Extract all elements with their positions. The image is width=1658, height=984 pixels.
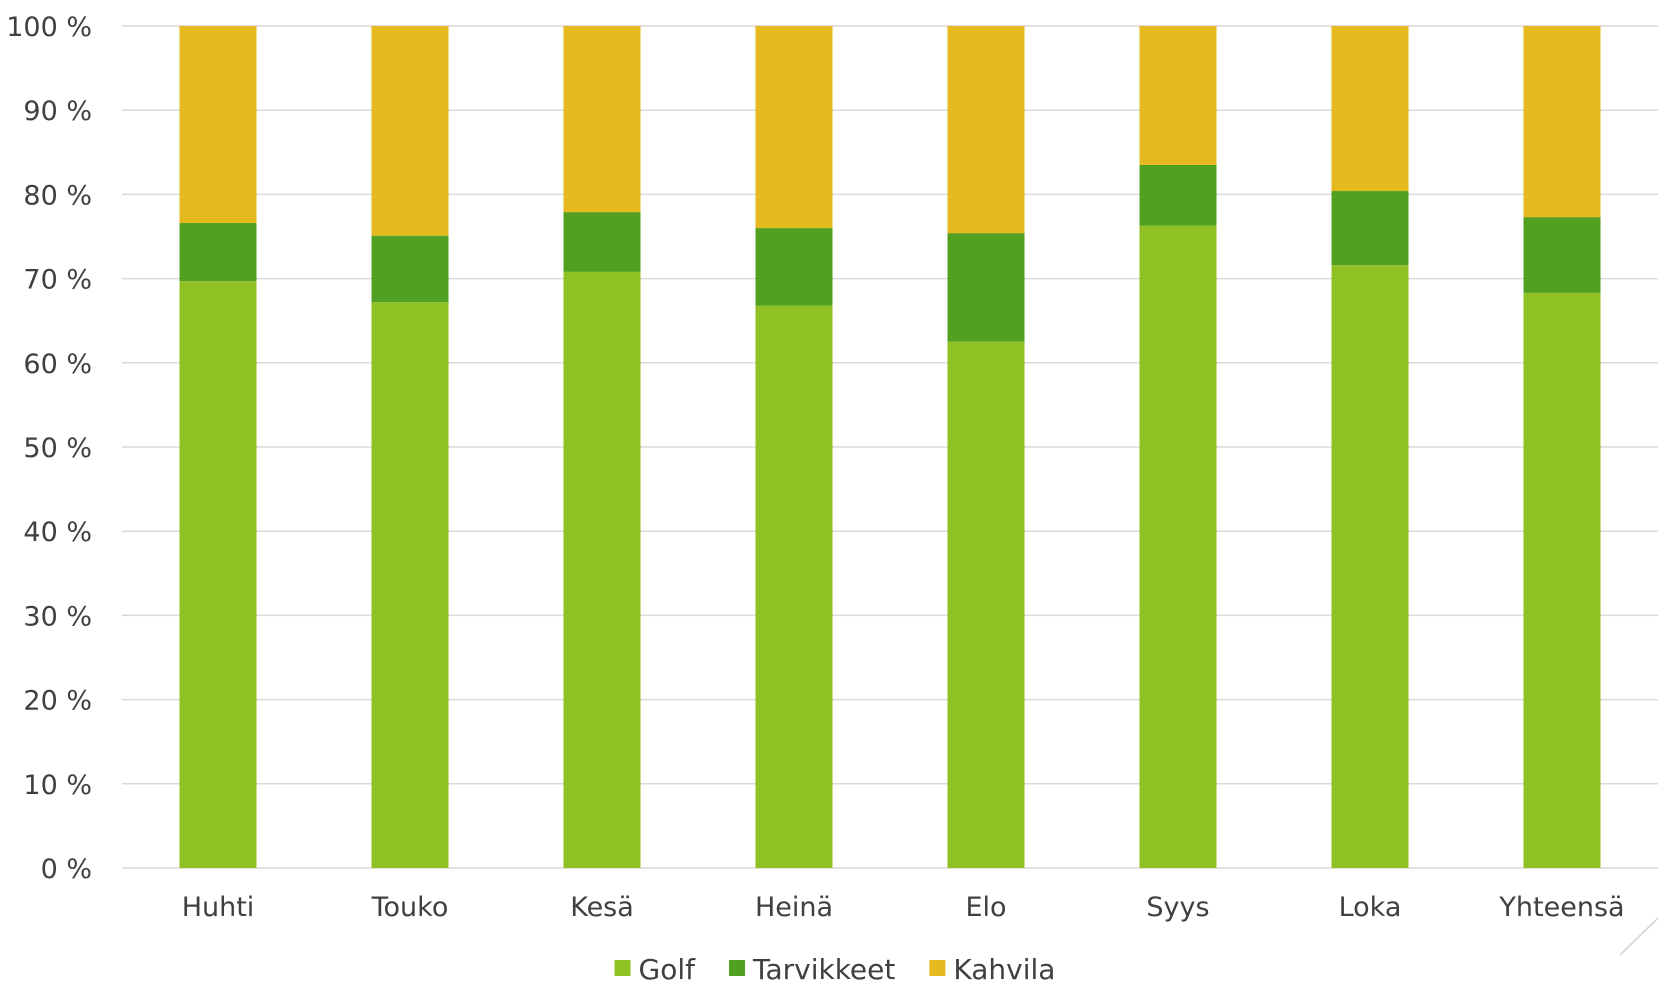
x-tick-label: Loka: [1339, 892, 1402, 923]
x-tick-label: Syys: [1146, 892, 1209, 923]
bar-segment-golf: [179, 281, 257, 869]
bar-segment-tarvikkeet: [563, 212, 641, 272]
bar-stack: [563, 26, 641, 868]
x-tick-label: Huhti: [182, 892, 255, 923]
legend-label: Golf: [639, 953, 697, 984]
legend-swatch: [614, 960, 631, 976]
bar-segment-tarvikkeet: [755, 228, 833, 306]
bar-segment-golf: [947, 341, 1025, 868]
bar-stack: [1331, 26, 1409, 868]
y-tick-label: 90 %: [23, 96, 92, 127]
legend-item: Kahvila: [929, 953, 1055, 984]
y-axis-ticks: 0 % 10 % 20 % 30 % 40 % 50 % 60 % 70 % 80 % 90 % 1…: [6, 12, 92, 885]
bar-stack: [947, 26, 1025, 868]
legend-label: Kahvila: [953, 953, 1055, 984]
bar-segment-golf: [1523, 292, 1601, 868]
bar-segment-kahvila: [371, 26, 449, 236]
legend-item: Tarvikkeet: [729, 953, 895, 984]
bars: [179, 26, 1601, 869]
x-tick-label: Elo: [965, 892, 1006, 923]
bar-segment-kahvila: [563, 26, 641, 213]
bar-segment-tarvikkeet: [371, 235, 449, 303]
legend-item: Golf: [614, 953, 697, 984]
corner-decoration: [1619, 917, 1658, 956]
bar-segment-tarvikkeet: [1139, 164, 1217, 226]
bar-segment-kahvila: [1139, 26, 1217, 165]
y-tick-label: 40 %: [23, 517, 92, 548]
bar-segment-golf: [1139, 225, 1217, 868]
y-tick-label: 60 %: [23, 349, 92, 380]
bar-segment-golf: [755, 305, 833, 868]
bar-segment-tarvikkeet: [1331, 191, 1409, 266]
bar-segment-tarvikkeet: [179, 223, 257, 282]
legend-swatch: [729, 960, 746, 976]
y-tick-label: 30 %: [23, 601, 92, 632]
legend-swatch: [929, 960, 946, 976]
x-axis-labels: Huhti Touko Kesä Heinä Elo Syys Loka Yhteensä: [182, 892, 1625, 923]
bar-stack: [755, 26, 833, 868]
bar-segment-golf: [1331, 265, 1409, 868]
bar-stack: [1523, 26, 1601, 868]
bar-segment-kahvila: [179, 26, 257, 224]
legend-label: Tarvikkeet: [752, 953, 895, 984]
bar-stack: [1139, 26, 1217, 868]
bar-stack: [179, 26, 257, 869]
legend: Golf Tarvikkeet Kahvila: [614, 953, 1055, 984]
bar-segment-kahvila: [947, 26, 1025, 234]
gridlines: [122, 25, 1658, 869]
bar-segment-kahvila: [1331, 26, 1409, 192]
x-tick-label: Heinä: [755, 892, 833, 923]
bar-segment-golf: [371, 302, 449, 868]
bar-stack: [371, 26, 449, 868]
y-tick-label: 20 %: [23, 686, 92, 717]
y-tick-label: 50 %: [23, 433, 92, 464]
bar-segment-kahvila: [755, 26, 833, 229]
y-tick-label: 0 %: [41, 854, 92, 885]
y-tick-label: 70 %: [23, 265, 92, 296]
bar-segment-tarvikkeet: [1523, 217, 1601, 293]
x-tick-label: Yhteensä: [1498, 892, 1624, 923]
bar-segment-kahvila: [1523, 26, 1601, 218]
y-tick-label: 10 %: [23, 770, 92, 801]
bar-segment-golf: [563, 271, 641, 868]
y-tick-label: 80 %: [23, 180, 92, 211]
x-tick-label: Touko: [371, 892, 449, 923]
bar-segment-tarvikkeet: [947, 233, 1025, 342]
y-tick-label: 100 %: [6, 12, 92, 43]
x-tick-label: Kesä: [570, 892, 634, 923]
